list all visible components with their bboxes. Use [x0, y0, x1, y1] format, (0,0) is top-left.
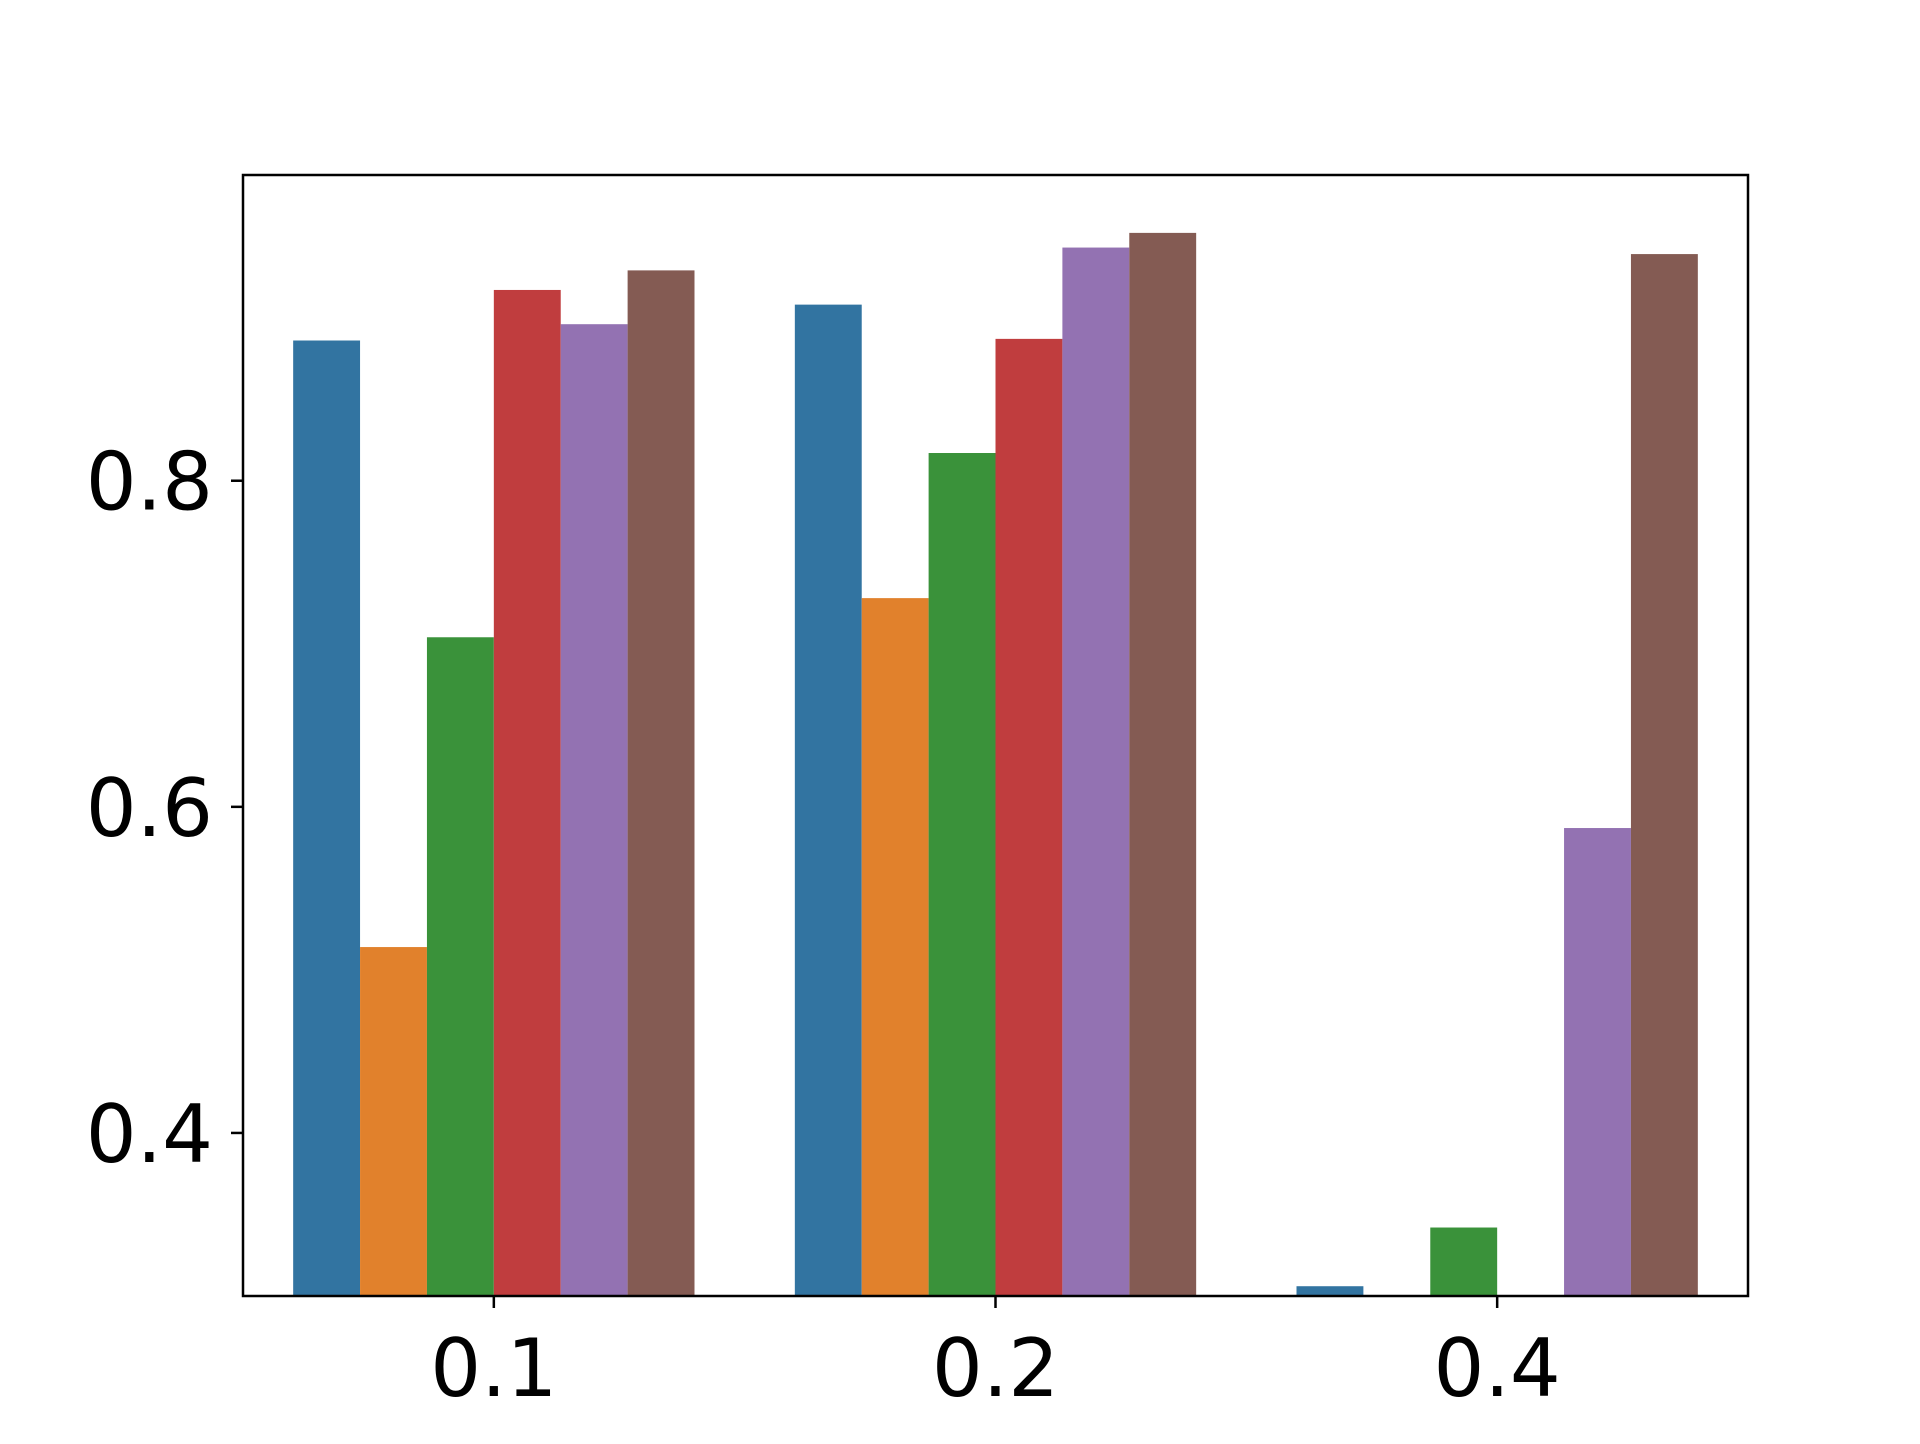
bar-0.2-series-1	[794, 304, 862, 1296]
y-tick-label: 0.6	[86, 762, 213, 855]
bar-0.1-series-5	[560, 324, 628, 1296]
bar-0.4-series-1	[1296, 1286, 1364, 1296]
bar-0.2-series-4	[995, 338, 1063, 1296]
y-tick-label: 0.8	[86, 436, 213, 529]
x-tick-label: 0.2	[932, 1322, 1059, 1415]
bar-0.2-series-6	[1129, 232, 1197, 1296]
bar-0.4-series-5	[1564, 828, 1631, 1296]
bar-0.1-series-4	[493, 289, 561, 1296]
bar-0.2-series-5	[1062, 247, 1130, 1296]
x-tick-label: 0.4	[1434, 1322, 1561, 1415]
axes-layer: 0.4 0.6 0.8 0.1 0.2 0.4	[86, 436, 1561, 1415]
bar-0.4-series-3	[1430, 1227, 1498, 1296]
bar-0.2-series-3	[928, 453, 996, 1296]
bars-layer	[293, 232, 1698, 1297]
bar-0.1-series-3	[426, 637, 494, 1296]
x-tick-label: 0.1	[430, 1322, 557, 1415]
bar-0.1-series-2	[360, 947, 427, 1296]
y-tick-label: 0.4	[86, 1088, 213, 1181]
bar-0.4-series-6	[1630, 254, 1698, 1297]
bar-0.2-series-2	[861, 598, 929, 1296]
bar-0.1-series-6	[627, 270, 695, 1296]
bar-0.1-series-1	[293, 340, 361, 1296]
